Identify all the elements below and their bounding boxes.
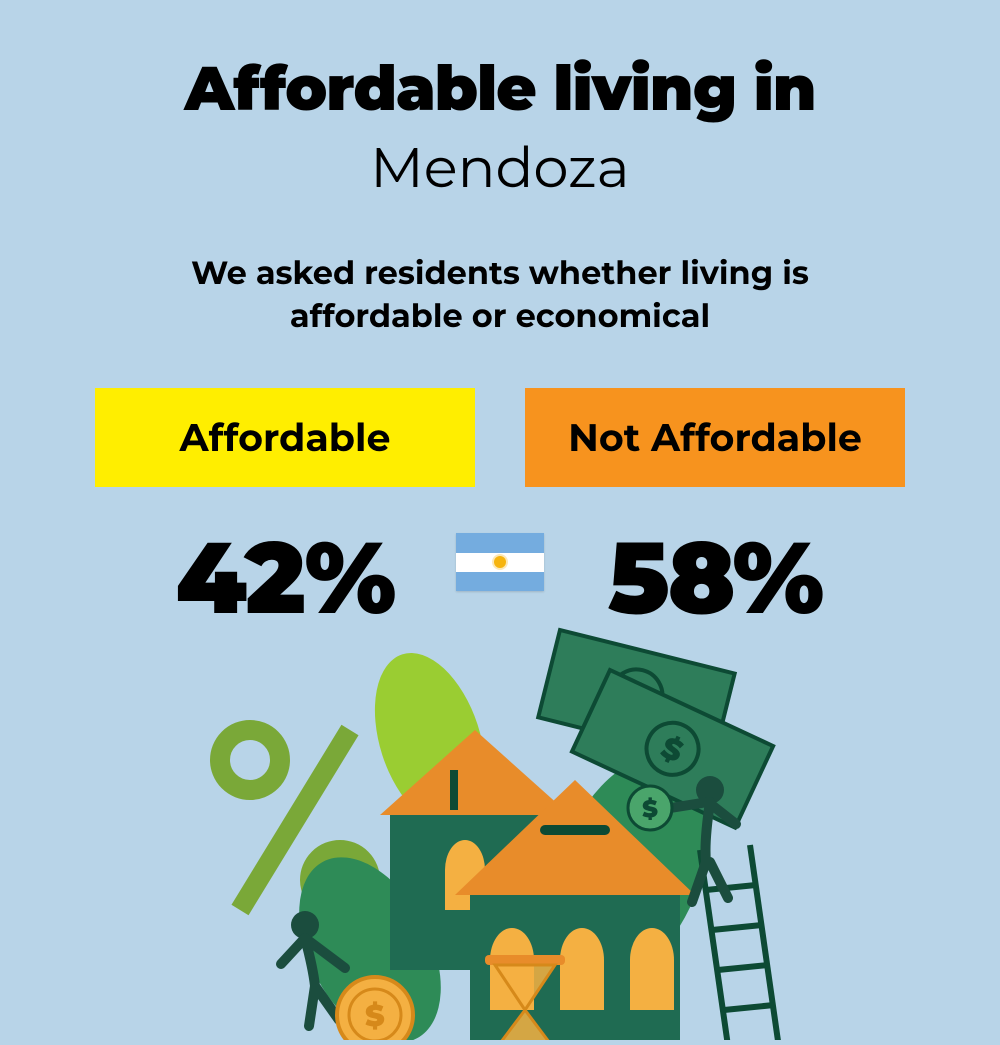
not-affordable-card: Not Affordable 58% (525, 388, 905, 639)
infographic-container: Affordable living in Mendoza We asked re… (0, 0, 1000, 1000)
argentina-flag-icon (456, 533, 544, 591)
flag-stripe-mid (456, 553, 544, 572)
flag-stripe-bottom (456, 572, 544, 591)
svg-text:$: $ (365, 997, 385, 1034)
savings-house-illustration: $ $ (190, 620, 810, 1040)
city-name: Mendoza (370, 134, 629, 202)
flag-sun-icon (494, 556, 506, 568)
not-affordable-label: Not Affordable (525, 388, 905, 487)
svg-text:$: $ (642, 795, 658, 824)
results-row: Affordable 42% Not Affordable 58% (0, 388, 1000, 639)
survey-question: We asked residents whether living is aff… (110, 252, 890, 338)
title: Affordable living in (185, 50, 816, 126)
affordable-label: Affordable (95, 388, 475, 487)
affordable-card: Affordable 42% (95, 388, 475, 639)
flag-stripe-top (456, 533, 544, 552)
